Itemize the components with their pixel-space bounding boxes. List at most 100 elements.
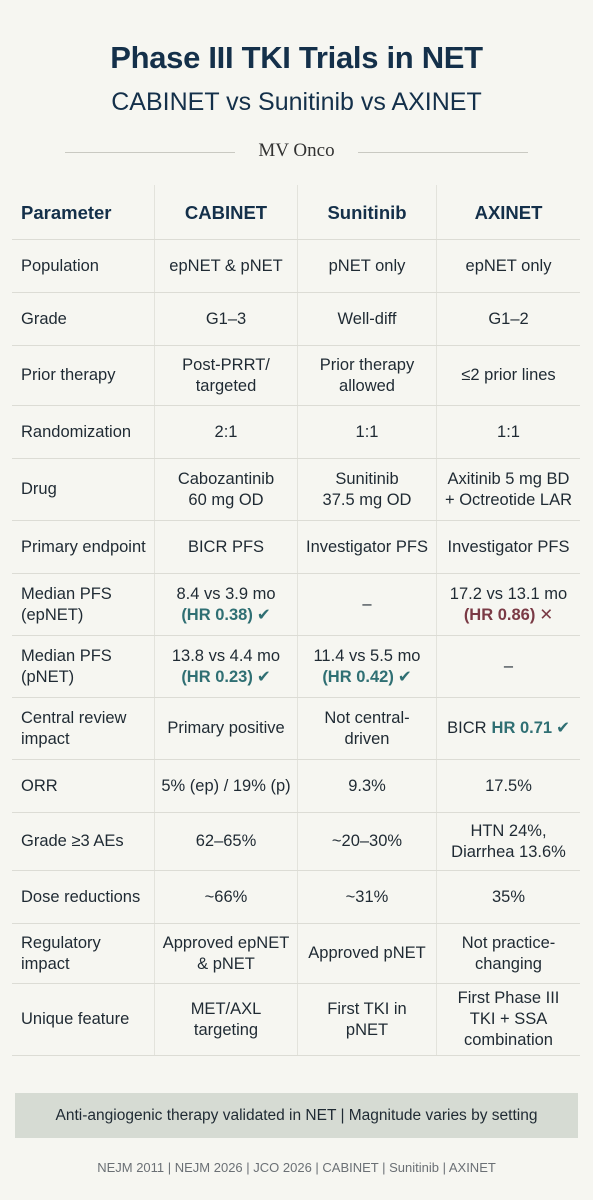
sunitinib-cell-line: Sunitinib	[335, 469, 399, 488]
axinet-cell: First Phase III TKI + SSA combination	[437, 984, 580, 1055]
axinet-cell-line: HTN 24%,	[470, 821, 547, 840]
page-title: Phase III TKI Trials in NET	[110, 40, 483, 75]
cabinet-cell-line: 62–65%	[195, 832, 257, 850]
cabinet-cell: 8.4 vs 3.9 mo (HR 0.38) ✔	[155, 574, 298, 635]
cabinet-cell-line: Primary positive	[167, 719, 285, 737]
cabinet-cell-line: 8.4 vs 3.9 mo	[176, 584, 276, 603]
cabinet-cell: BICR PFS	[155, 521, 298, 573]
cabinet-cell-line: Approved epNET	[162, 933, 290, 952]
sunitinib-cell: 11.4 vs 5.5 mo (HR 0.42) ✔	[298, 636, 437, 697]
sunitinib-cell: 9.3%	[298, 760, 437, 812]
hazard-ratio: (HR 0.23) ✔	[181, 667, 270, 688]
sunitinib-cell: ~31%	[298, 871, 437, 923]
axinet-cell: G1–2	[437, 293, 580, 345]
sunitinib-cell: Well-diff	[298, 293, 437, 345]
sunitinib-cell-line: 9.3%	[348, 776, 386, 795]
check-icon: ✔	[556, 719, 570, 737]
row-parameter-line: Primary endpoint	[21, 537, 146, 556]
cabinet-cell-line: 13.8 vs 4.4 mo	[171, 646, 281, 665]
axinet-cell: epNET only	[437, 240, 580, 292]
sunitinib-cell: 1:1	[298, 406, 437, 458]
table-row: Randomization 2:1 1:1 1:1	[12, 406, 580, 459]
sunitinib-cell-line: 1:1	[355, 422, 379, 441]
axinet-cell: 1:1	[437, 406, 580, 458]
header-cabinet: CABINET	[155, 185, 298, 239]
divider-left	[65, 152, 235, 153]
hazard-ratio-value: (HR 0.38)	[181, 605, 253, 624]
table-header-row: Parameter CABINET Sunitinib AXINET	[12, 185, 580, 240]
page-subtitle: CABINET vs Sunitinib vs AXINET	[111, 88, 482, 116]
cabinet-cell: Primary positive	[155, 698, 298, 759]
axinet-cell-line: G1–2	[488, 309, 529, 328]
sunitinib-cell-line: Approved pNET	[308, 944, 426, 962]
sunitinib-cell-line: Prior therapy	[319, 355, 415, 374]
row-parameter-line: Dose reductions	[21, 887, 141, 906]
sunitinib-cell-line: Well-diff	[337, 309, 397, 328]
cabinet-cell-line: BICR PFS	[187, 537, 265, 556]
row-parameter: Grade	[12, 293, 155, 345]
cabinet-cell-line: 5% (ep) / 19% (p)	[161, 776, 291, 795]
brand-label: MV Onco	[258, 140, 335, 161]
sunitinib-cell: Approved pNET	[298, 924, 437, 983]
axinet-cell-line: epNET only	[465, 256, 552, 275]
header-axinet: AXINET	[474, 201, 543, 223]
sunitinib-cell: Investigator PFS	[298, 521, 437, 573]
sunitinib-cell-line: First TKI in	[327, 999, 407, 1018]
axinet-cell: –	[437, 636, 580, 697]
row-parameter-line: Central review	[21, 708, 127, 727]
axinet-cell-line: + Octreotide LAR	[444, 490, 573, 509]
comparison-table: Parameter CABINET Sunitinib AXINET Popul…	[12, 185, 580, 1056]
cabinet-cell-line: & pNET	[197, 954, 255, 973]
hazard-ratio: (HR 0.42) ✔	[322, 667, 411, 688]
sunitinib-cell-line: 11.4 vs 5.5 mo	[313, 646, 421, 665]
check-icon: ✔	[256, 605, 271, 624]
cabinet-cell: ~66%	[155, 871, 298, 923]
table-row: Grade G1–3 Well-diff G1–2	[12, 293, 580, 346]
sunitinib-cell: First TKI in pNET	[298, 984, 437, 1055]
row-parameter: Primary endpoint	[12, 521, 155, 573]
hazard-ratio: (HR 0.38) ✔	[181, 605, 270, 626]
row-parameter-line: Median PFS	[21, 646, 112, 665]
table-row: Dose reductions ~66% ~31% 35%	[12, 871, 580, 924]
row-parameter-line: Randomization	[21, 422, 132, 441]
cabinet-cell-line: MET/AXL	[190, 999, 262, 1018]
sunitinib-cell: –	[298, 574, 437, 635]
axinet-cell-line: 17.2 vs 13.1 mo	[449, 584, 568, 603]
cabinet-cell-line: ~66%	[204, 887, 248, 906]
cabinet-cell-line: targeting	[193, 1020, 259, 1039]
row-parameter: Dose reductions	[12, 871, 155, 923]
sunitinib-cell-line: allowed	[339, 376, 395, 395]
table-row: Unique feature MET/AXL targeting First TKI …	[12, 984, 580, 1056]
table-row: Median PFS (pNET) 13.8 vs 4.4 mo (HR 0.23) ✔…	[12, 636, 580, 698]
cabinet-cell: epNET & pNET	[155, 240, 298, 292]
row-parameter-line: Unique feature	[21, 1010, 130, 1028]
cabinet-cell: MET/AXL targeting	[155, 984, 298, 1055]
sunitinib-cell-line: Not central-	[324, 708, 410, 727]
axinet-cell-line: combination	[464, 1031, 553, 1049]
hazard-ratio-value: (HR 0.23)	[181, 667, 253, 686]
axinet-cell-line: 17.5%	[485, 776, 532, 795]
row-parameter-line: Drug	[21, 480, 57, 498]
cabinet-cell-line: epNET & pNET	[169, 256, 283, 275]
axinet-cell-line: BICR HR 0.71 ✔	[447, 718, 570, 739]
sunitinib-cell: ~20–30%	[298, 813, 437, 870]
axinet-cell-line: –	[503, 657, 514, 675]
row-parameter-line: (pNET)	[21, 667, 75, 686]
sunitinib-cell-line: ~31%	[345, 887, 389, 906]
axinet-cell-line: 1:1	[497, 422, 520, 441]
sunitinib-cell-line: driven	[344, 729, 390, 748]
row-parameter: Median PFS (pNET)	[12, 636, 155, 697]
references-footer: NEJM 2011 | NEJM 2026 | JCO 2026 | CABIN…	[97, 1160, 496, 1175]
cabinet-cell: G1–3	[155, 293, 298, 345]
check-icon: ✔	[256, 667, 271, 686]
axinet-cell-line: ≤2 prior lines	[461, 366, 556, 384]
row-parameter: Unique feature	[12, 984, 155, 1055]
check-icon: ✔	[397, 667, 412, 686]
sunitinib-cell-line: –	[362, 595, 372, 613]
cabinet-cell-line: targeted	[195, 376, 257, 395]
table-row: Primary endpoint BICR PFS Investigator PFS…	[12, 521, 580, 574]
row-parameter-line: ORR	[21, 776, 58, 795]
cabinet-cell: 2:1	[155, 406, 298, 458]
axinet-cell-line: 35%	[491, 887, 526, 906]
cabinet-cell: 62–65%	[155, 813, 298, 870]
